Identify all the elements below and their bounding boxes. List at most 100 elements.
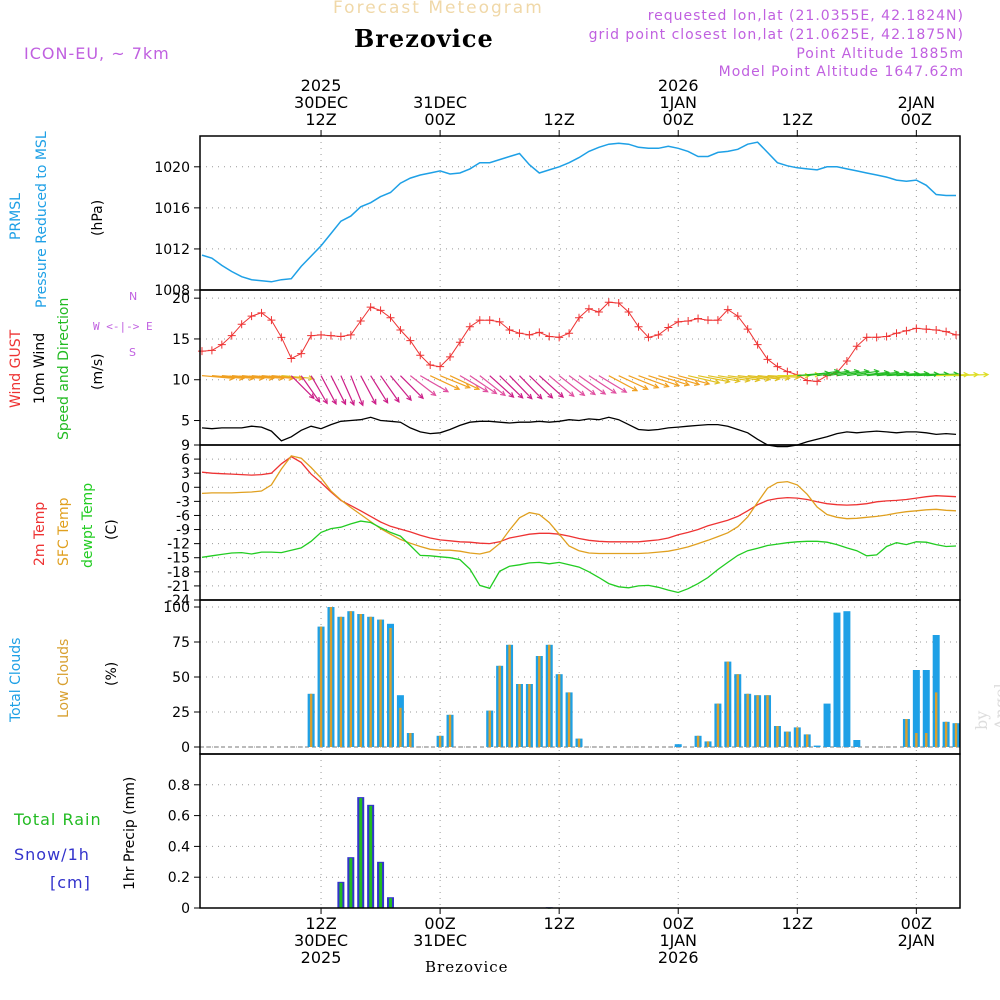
gust-marker (674, 317, 683, 326)
low-cloud-bar (567, 692, 571, 747)
low-cloud-bar (379, 619, 382, 747)
gust-marker (733, 312, 742, 321)
wind-direction-arrow (221, 375, 254, 380)
gust-marker (495, 317, 504, 326)
precip-bar-inner (359, 798, 363, 908)
rain-label: Total Rain (14, 810, 102, 829)
y-tick-label: -6 (176, 508, 190, 524)
gust-marker (872, 333, 881, 342)
wind-direction-arrow (548, 375, 575, 397)
y-tick-label: 0.6 (168, 809, 190, 825)
gust-marker (446, 352, 455, 361)
gust-marker (396, 325, 405, 334)
gust-marker (664, 323, 673, 332)
total-cloud-bar (833, 612, 841, 747)
low-cloud-bar (726, 661, 730, 747)
top-time-label: 12Z (543, 110, 575, 129)
gust-label: Wind GUST (8, 329, 24, 408)
wind-direction-arrow (350, 375, 364, 406)
wind-direction-arrow (608, 375, 638, 392)
low-cloud-bar (925, 733, 928, 747)
low-cloud-bar (369, 616, 372, 747)
wind-direction-arrow (568, 375, 596, 395)
wind-direction-arrow (528, 375, 553, 399)
gust-marker (862, 333, 871, 342)
low-cloud-bar (756, 695, 759, 747)
wind-direction-arrow (856, 371, 889, 377)
gust-marker (426, 361, 435, 370)
top-time-label: 2026 (657, 76, 699, 95)
wind-direction-arrow (290, 375, 315, 399)
wind-arrow-head (983, 371, 990, 378)
wind-unit: (m/s) (90, 353, 106, 390)
low-cloud-bar (339, 616, 343, 747)
gust-marker (783, 367, 792, 376)
wind-arrow-head (308, 393, 315, 400)
y-tick-label: -3 (176, 494, 190, 510)
top-time-label: 12Z (305, 110, 337, 129)
low-cloud-bar (706, 741, 710, 747)
low-cloud-bar (409, 733, 412, 747)
wind-arrow-head (474, 384, 481, 390)
total-cloud-bar (813, 745, 821, 747)
low-cloud-bar (944, 721, 948, 747)
t2m-line (201, 455, 957, 545)
gust-marker (892, 329, 901, 338)
wind-arrow-head (683, 381, 691, 387)
low-cloud-bar (309, 693, 313, 747)
wind-direction-arrow (896, 372, 929, 377)
top-time-label: 2025 (300, 76, 342, 95)
bottom-time-label: 1JAN (659, 931, 697, 950)
wind-arrow-head (341, 399, 347, 406)
gust-marker (912, 324, 921, 333)
y-tick-label: 100 (163, 600, 190, 616)
wind-arrow-head (349, 399, 355, 407)
wind-direction-arrow (578, 375, 606, 395)
wind-label: 10m Wind (32, 332, 48, 404)
pressure-label: Pressure Reduced to MSL (34, 131, 50, 308)
total-cloud-bar (853, 740, 861, 747)
sfc-label: SFC Temp (56, 497, 72, 566)
bottom-time-label: 2025 (300, 948, 342, 967)
gust-marker (376, 306, 385, 315)
wind-direction-arrow (737, 375, 770, 381)
y-tick-label: 0.8 (168, 778, 190, 794)
gust-marker (694, 314, 703, 323)
gust-marker (237, 320, 246, 329)
wind-direction-arrow (281, 375, 314, 380)
low-cloud-bar (696, 735, 700, 747)
wind-direction-arrow (469, 375, 497, 395)
gust-marker (277, 333, 286, 342)
y-tick-label: 6 (181, 452, 190, 468)
gust-marker (287, 354, 296, 363)
wind-direction-arrow (380, 375, 400, 403)
snow-label: Snow/1h (14, 845, 90, 864)
wind-arrow-head (322, 398, 328, 405)
y-tick-label: -18 (167, 565, 190, 581)
top-time-label: 12Z (781, 110, 813, 129)
wind-direction-arrow (876, 372, 909, 377)
low-cloud-bar (548, 644, 551, 747)
wind-direction-arrow (231, 375, 264, 380)
t2m-label: 2m Temp (32, 501, 48, 566)
low-cloud-bar (359, 614, 362, 747)
gust-marker (634, 322, 643, 331)
y-tick-label: 9 (181, 438, 190, 454)
gust-marker (436, 362, 445, 371)
gust-marker (366, 303, 375, 312)
top-time-label: 00Z (424, 110, 456, 129)
precip-unit: 1hr Precip (mm) (122, 776, 138, 890)
gust-marker (535, 328, 544, 337)
wind-arrow-head (724, 378, 731, 384)
requested-coords: requested lon,lat (21.0355E, 42.1824N) (647, 8, 964, 24)
gust-marker (465, 322, 474, 331)
total-cloud-bar (922, 670, 930, 747)
precip-bar-inner (339, 882, 343, 908)
wind-direction-arrow (479, 375, 506, 396)
wind-direction-arrow (449, 375, 480, 390)
gust-marker (455, 338, 464, 347)
low-cloud-bar (934, 692, 938, 747)
low-cloud-bar (518, 684, 521, 747)
low-cloud-bar (538, 656, 541, 747)
low-cloud-bar (349, 611, 353, 747)
